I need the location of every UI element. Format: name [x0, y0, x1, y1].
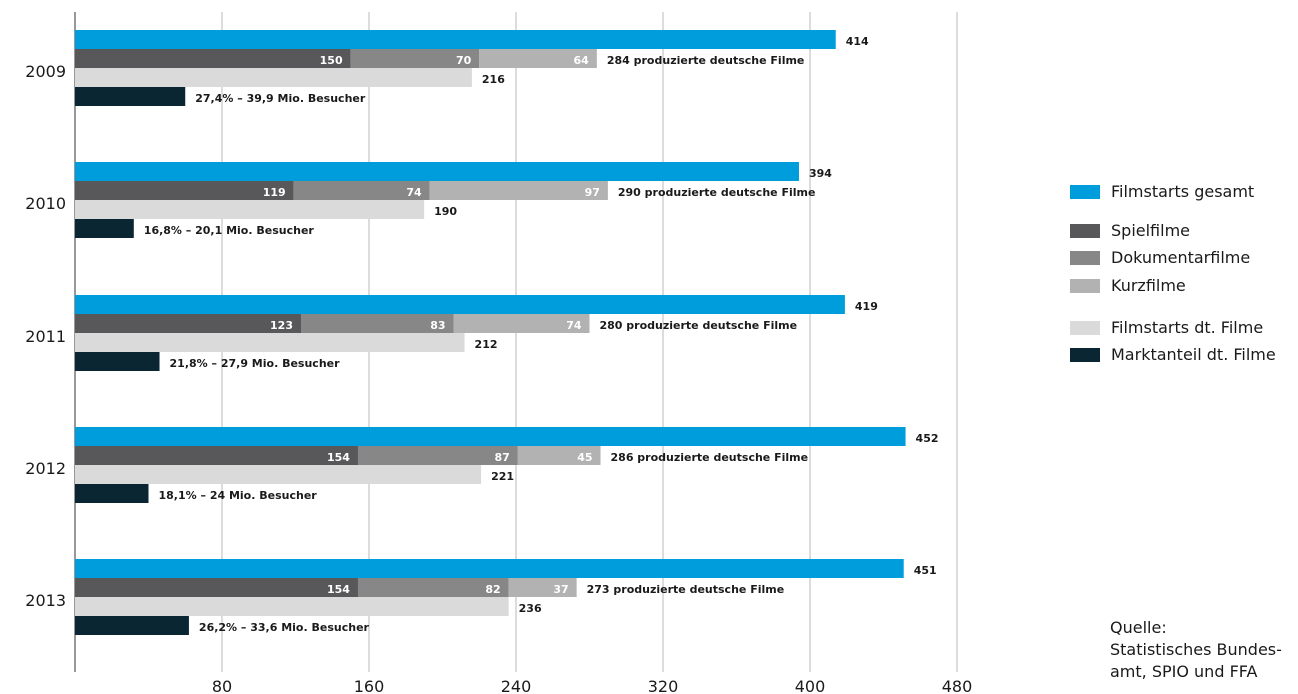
data-label-produced-total: 280 produzierte deutsche Filme [600, 319, 798, 332]
data-label-spielfilme: 123 [270, 319, 293, 332]
bar-filmstarts-gesamt [75, 559, 904, 578]
bar-marktanteil-dt-filme [75, 484, 149, 503]
data-label-marktanteil: 18,1% – 24 Mio. Besucher [159, 489, 318, 502]
bar-marktanteil-dt-filme [75, 219, 134, 238]
bar-filmstarts-gesamt [75, 295, 845, 314]
bar-kurzfilme [517, 446, 601, 465]
data-label-filmstarts: 452 [916, 432, 939, 445]
data-label-spielfilme: 154 [327, 583, 350, 596]
bar-kurzfilme [508, 578, 577, 597]
x-tick-label: 80 [212, 677, 232, 694]
data-label-dokumentarfilme: 87 [495, 451, 510, 464]
y-category-label: 2009 [25, 62, 66, 81]
data-label-produced-total: 290 produzierte deutsche Filme [618, 186, 816, 199]
bar-filmstarts-gesamt [75, 30, 836, 49]
source-line: amt, SPIO und FFA [1110, 662, 1258, 681]
bar-dokumentarfilme [350, 49, 480, 68]
bar-filmstarts-dt-filme [75, 333, 465, 352]
data-label-kurzfilme: 45 [577, 451, 592, 464]
data-label-filmstarts: 451 [914, 564, 937, 577]
bar-filmstarts-gesamt [75, 427, 906, 446]
data-label-marktanteil: 16,8% – 20,1 Mio. Besucher [144, 224, 315, 237]
data-label-spielfilme: 119 [263, 186, 286, 199]
source-note: Quelle: Statistisches Bundes- amt, SPIO … [1110, 617, 1282, 683]
data-label-dokumentarfilme: 83 [430, 319, 445, 332]
bar-spielfilme [75, 578, 358, 597]
legend-swatch [1070, 321, 1100, 335]
bar-dokumentarfilme [301, 314, 454, 333]
data-label-dokumentarfilme: 70 [456, 54, 472, 67]
bar-spielfilme [75, 181, 294, 200]
data-label-filmstarts-dt: 221 [491, 470, 514, 483]
legend-swatch [1070, 251, 1100, 265]
y-category-label: 2013 [25, 591, 66, 610]
data-label-filmstarts-dt: 236 [519, 602, 542, 615]
legend-label: Kurzfilme [1111, 276, 1186, 295]
x-tick-label: 400 [795, 677, 826, 694]
bar-spielfilme [75, 446, 358, 465]
bar-filmstarts-dt-filme [75, 597, 509, 616]
bar-filmstarts-dt-filme [75, 465, 482, 484]
y-category-label: 2012 [25, 459, 66, 478]
data-label-spielfilme: 154 [327, 451, 350, 464]
bar-dokumentarfilme [357, 578, 509, 597]
x-tick-label: 160 [354, 677, 385, 694]
bar-dokumentarfilme [293, 181, 430, 200]
legend-label: Marktanteil dt. Filme [1111, 345, 1276, 364]
bar-kurzfilme [453, 314, 590, 333]
bar-filmstarts-dt-filme [75, 200, 425, 219]
data-label-kurzfilme: 37 [553, 583, 568, 596]
data-label-kurzfilme: 74 [566, 319, 582, 332]
data-label-produced-total: 286 produzierte deutsche Filme [611, 451, 809, 464]
data-label-produced-total: 284 produzierte deutsche Filme [607, 54, 805, 67]
bar-spielfilme [75, 49, 351, 68]
x-tick-label: 320 [648, 677, 679, 694]
data-label-produced-total: 273 produzierte deutsche Filme [587, 583, 785, 596]
data-label-marktanteil: 26,2% – 33,6 Mio. Besucher [199, 621, 370, 634]
legend-swatch [1070, 348, 1100, 362]
data-label-dokumentarfilme: 74 [406, 186, 422, 199]
bar-kurzfilme [479, 49, 597, 68]
data-label-marktanteil: 21,8% – 27,9 Mio. Besucher [170, 357, 341, 370]
data-label-filmstarts-dt: 216 [482, 73, 505, 86]
bar-filmstarts-dt-filme [75, 68, 472, 87]
data-label-kurzfilme: 64 [574, 54, 590, 67]
bar-kurzfilme [429, 181, 608, 200]
legend-label: Filmstarts gesamt [1111, 182, 1255, 201]
data-label-filmstarts: 419 [855, 300, 878, 313]
source-line: Statistisches Bundes- [1110, 640, 1282, 659]
data-label-spielfilme: 150 [320, 54, 343, 67]
legend-label: Spielfilme [1111, 221, 1190, 240]
legend-swatch [1070, 224, 1100, 238]
data-label-filmstarts-dt: 212 [475, 338, 498, 351]
bar-marktanteil-dt-filme [75, 87, 186, 106]
y-category-label: 2010 [25, 194, 66, 213]
data-label-filmstarts-dt: 190 [434, 205, 457, 218]
y-category-label: 2011 [25, 327, 66, 346]
data-label-filmstarts: 394 [809, 167, 832, 180]
legend-swatch [1070, 279, 1100, 293]
bar-marktanteil-dt-filme [75, 352, 160, 371]
data-label-kurzfilme: 97 [585, 186, 600, 199]
data-label-dokumentarfilme: 82 [485, 583, 500, 596]
bar-dokumentarfilme [357, 446, 518, 465]
bar-filmstarts-gesamt [75, 162, 799, 181]
x-tick-label: 240 [501, 677, 532, 694]
bar-spielfilme [75, 314, 302, 333]
data-label-filmstarts: 414 [846, 35, 869, 48]
legend-label: Filmstarts dt. Filme [1111, 318, 1264, 337]
source-line: Quelle: [1110, 618, 1167, 637]
legend-swatch [1070, 185, 1100, 199]
data-label-marktanteil: 27,4% – 39,9 Mio. Besucher [195, 92, 366, 105]
bar-marktanteil-dt-filme [75, 616, 189, 635]
x-tick-label: 480 [942, 677, 973, 694]
legend-label: Dokumentarfilme [1111, 248, 1251, 267]
